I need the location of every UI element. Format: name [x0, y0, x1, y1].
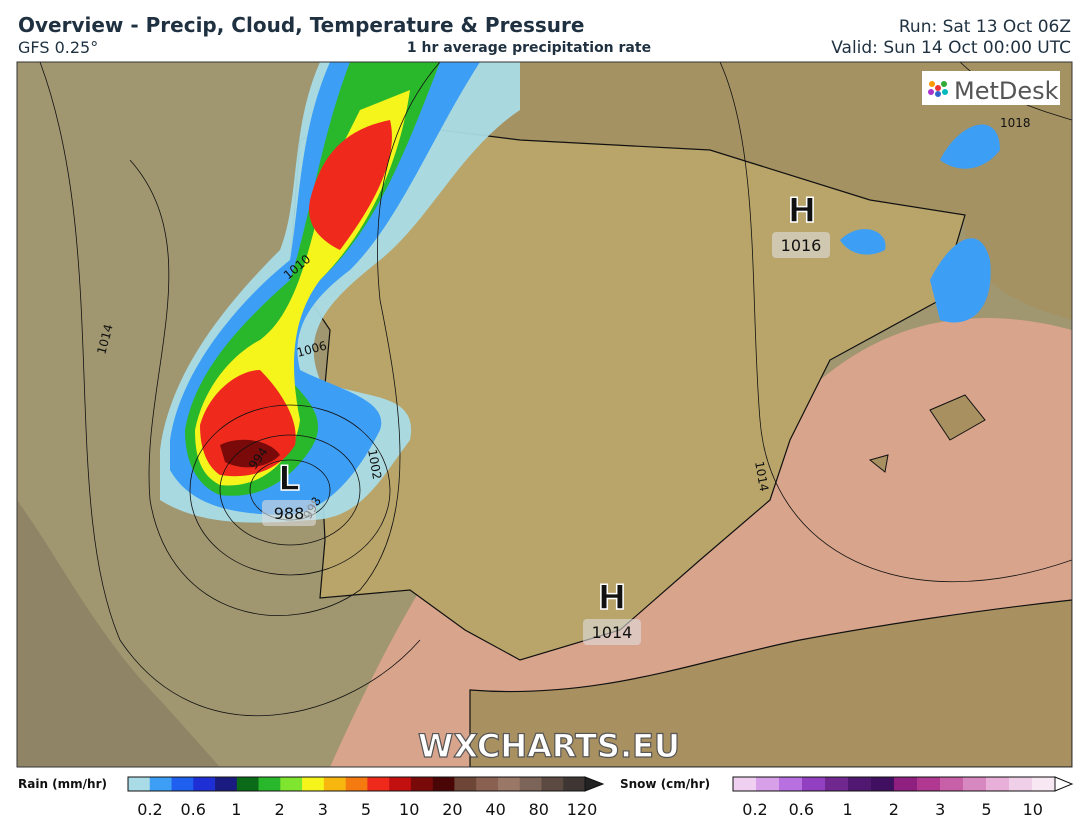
- rain-label: 120: [567, 800, 598, 819]
- title: Overview - Precip, Cloud, Temperature & …: [18, 13, 584, 37]
- snow-swatch: [825, 777, 849, 791]
- rain-arrow: [584, 776, 605, 792]
- map-frame: [16, 61, 1073, 768]
- rain-label: 10: [399, 800, 419, 819]
- snow-swatch: [871, 777, 895, 791]
- center-pressure: 1014: [592, 623, 633, 642]
- rain-swatch: [367, 777, 390, 791]
- rain-swatch: [541, 777, 564, 791]
- rain-swatch: [149, 777, 172, 791]
- snow-swatch: [756, 777, 780, 791]
- snow-label: 0.6: [789, 800, 814, 819]
- snow-swatch: [917, 777, 941, 791]
- rain-swatch: [171, 777, 194, 791]
- rain-swatch: [323, 777, 346, 791]
- rain-label: 2: [275, 800, 285, 819]
- valid: Valid: Sun 14 Oct 00:00 UTC: [831, 38, 1071, 58]
- snow-swatch: [986, 777, 1010, 791]
- precipitation: [160, 62, 1000, 523]
- rain-swatch: [432, 777, 455, 791]
- snow-label: 2: [889, 800, 899, 819]
- snow-label: 5: [981, 800, 991, 819]
- isobar-label: 1002: [365, 448, 384, 481]
- rain-swatch: [410, 777, 433, 791]
- rain-label: 40: [485, 800, 505, 819]
- snow-swatch: [1009, 777, 1033, 791]
- rain-legend-title: Rain (mm/hr): [18, 777, 107, 791]
- rain-swatch: [215, 777, 238, 791]
- snow-label: 1: [843, 800, 853, 819]
- rain-label: 1: [231, 800, 241, 819]
- rain-swatch: [258, 777, 281, 791]
- rain-swatch: [389, 777, 412, 791]
- snow-swatch: [1032, 777, 1056, 791]
- snow-swatch: [940, 777, 964, 791]
- subtitle: 1 hr average precipitation rate: [407, 40, 651, 56]
- rain-label: 0.2: [137, 800, 162, 819]
- rain-swatch: [302, 777, 325, 791]
- snow-swatch: [848, 777, 872, 791]
- islands: [868, 394, 986, 473]
- center-symbol: H: [598, 578, 626, 618]
- rain-label: 0.6: [180, 800, 205, 819]
- isobar-label: 1014: [752, 460, 771, 493]
- rain-swatch: [280, 777, 303, 791]
- snow-swatch: [894, 777, 918, 791]
- rain-swatch: [345, 777, 368, 791]
- rain-swatch: [497, 777, 521, 791]
- france: [430, 62, 1072, 320]
- isobar-label: 1018: [1000, 116, 1031, 130]
- center-pressure: 1016: [781, 236, 822, 255]
- map: 1018 1010 1014 1006 1002 994 998 1014 H …: [16, 61, 1073, 768]
- snow-swatch: [963, 777, 987, 791]
- snow-arrow: [1054, 776, 1074, 792]
- snow-swatch: [779, 777, 803, 791]
- isobars: [39, 62, 1072, 716]
- rain-label: 20: [442, 800, 462, 819]
- snow-label: 10: [1023, 800, 1043, 819]
- logo-icon: [928, 81, 948, 97]
- rain-label: 3: [318, 800, 328, 819]
- run: Run: Sat 13 Oct 06Z: [899, 17, 1071, 37]
- snow-swatch: [802, 777, 826, 791]
- snow-swatch: [733, 777, 757, 791]
- rain-swatch: [193, 777, 216, 791]
- rain-swatch: [236, 777, 259, 791]
- legend: Rain (mm/hr) Snow (cm/hr) 0.2 0.6 1 2 3 5 10 20…: [18, 776, 1074, 819]
- watermark: WXCHARTS.EU: [418, 727, 680, 765]
- model: GFS 0.25°: [18, 38, 98, 57]
- rain-label: 5: [361, 800, 371, 819]
- logo: MetDesk: [954, 77, 1059, 105]
- logo-box: [922, 71, 1060, 105]
- pressure-centers: H 1016 L 988 H 1014: [262, 190, 830, 645]
- cloud: [17, 500, 220, 767]
- rain-label: 80: [529, 800, 549, 819]
- center-pressure: 988: [274, 504, 305, 523]
- snow-label: 0.2: [742, 800, 767, 819]
- rain-swatch: [563, 777, 586, 791]
- africa: [469, 599, 1072, 767]
- center-symbol: H: [788, 191, 816, 231]
- rain-swatch: [476, 777, 499, 791]
- rain-swatch: [128, 777, 151, 791]
- rain-swatch: [454, 777, 477, 791]
- center-symbol: L: [278, 459, 300, 499]
- rain-swatch: [519, 777, 542, 791]
- snow-legend-title: Snow (cm/hr): [620, 777, 710, 791]
- snow-label: 3: [935, 800, 945, 819]
